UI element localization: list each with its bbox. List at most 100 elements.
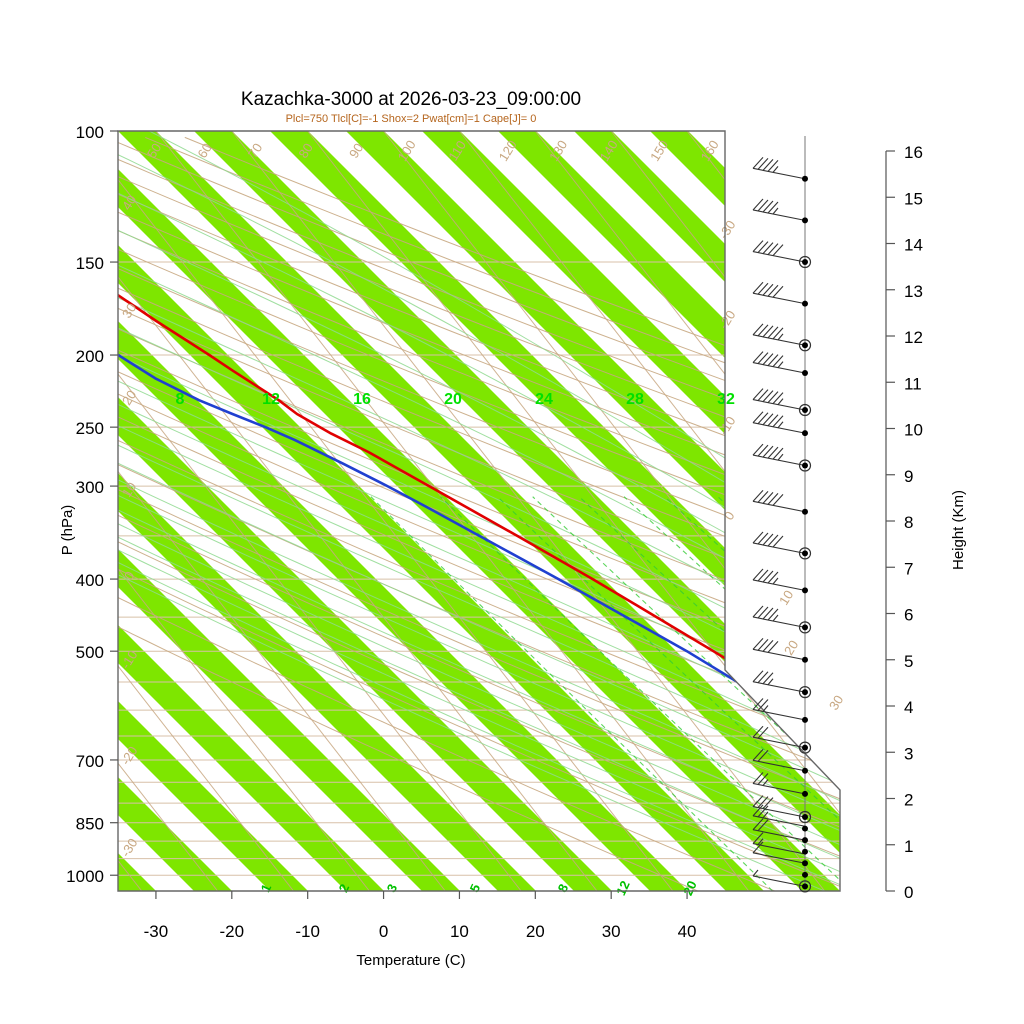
barb-level-dot	[802, 837, 808, 844]
isotherm	[383, 131, 840, 891]
x-tick-label: 20	[526, 922, 545, 941]
temperature-axis: -30 -20 -10 0 10 20 30 40	[144, 891, 697, 941]
grid-label: 50	[144, 141, 164, 161]
moist-adiabat	[118, 131, 840, 891]
moist-adiabat	[118, 131, 840, 891]
dry-adiabat	[118, 136, 840, 891]
wind-barb	[752, 869, 806, 887]
barb-level-ring	[798, 547, 812, 560]
barb-level-dot	[802, 462, 808, 469]
grid-label: 30	[826, 693, 846, 713]
y-tick-label: 100	[76, 123, 104, 142]
mixing-ratio-line	[578, 496, 840, 891]
y-tick-label: 850	[76, 815, 104, 834]
barb-level-dot	[802, 848, 808, 855]
indices-subtitle: Plcl=750 Tlcl[C]=-1 Shox=2 Pwat[cm]=1 Ca…	[286, 113, 537, 125]
y-axis-label: P (hPa)	[59, 505, 76, 556]
y-tick-label: 700	[76, 752, 104, 771]
dry-adiabat	[118, 136, 840, 891]
y-tick-label: 300	[76, 478, 104, 497]
barb-level-dot	[802, 883, 808, 890]
barb-level-dot	[802, 825, 808, 832]
barb-level-dot	[802, 871, 808, 878]
barb-level-dot	[802, 767, 808, 774]
grid-label: 8	[176, 391, 185, 408]
barb-level-ring	[798, 255, 812, 269]
wind-barb	[752, 240, 806, 263]
shading-band	[118, 131, 688, 891]
barb-level-dot	[802, 342, 808, 349]
isotherm	[686, 131, 840, 891]
isotherm	[118, 131, 294, 891]
sounding-curves	[118, 166, 840, 821]
barb-level-dot	[802, 587, 808, 594]
dry-adiabat	[118, 136, 840, 891]
grid-label: -30	[118, 836, 141, 860]
height-tick-label: 0	[904, 883, 913, 902]
shading-band	[270, 131, 840, 891]
barb-level-ring	[798, 686, 812, 699]
dry-adiabat	[118, 136, 840, 891]
barb-level-dot	[802, 860, 808, 867]
isotherm	[610, 131, 840, 891]
wind-barb	[752, 156, 806, 180]
x-tick-label: 40	[678, 922, 697, 941]
barb-level-dot	[802, 814, 808, 820]
moist-adiabat	[118, 131, 840, 891]
shading-band	[118, 131, 840, 891]
shading-band	[118, 131, 612, 891]
moist-adiabat	[118, 131, 825, 891]
wind-barb	[752, 670, 806, 693]
height-tick-label: 16	[904, 143, 923, 162]
x-tick-label: 30	[602, 922, 621, 941]
barb-level-dot	[802, 744, 808, 751]
moist-adiabat-lines	[118, 131, 840, 891]
moist-adiabat	[118, 131, 840, 891]
dry-adiabat	[118, 136, 840, 891]
pressure-axis: 1000 850 700 500 400 300 250 200 150 100	[66, 123, 118, 886]
barb-level-ring	[798, 459, 812, 472]
shading-band	[118, 131, 840, 891]
isotherm	[838, 131, 840, 891]
sounding-temperature-curve	[118, 166, 840, 821]
barb-level-ring	[798, 339, 812, 352]
barb-level-dot	[802, 175, 808, 182]
height-tick-label: 11	[904, 374, 922, 393]
x-tick-label: -30	[144, 922, 169, 941]
wind-barb	[752, 772, 806, 795]
grid-label: 0	[721, 509, 738, 523]
dry-adiabat	[118, 136, 840, 891]
grid-label: 90	[346, 141, 366, 161]
y-tick-label: 500	[76, 643, 104, 662]
height-tick-label: 14	[904, 236, 923, 255]
grid-label: 5	[467, 882, 484, 895]
grid-label: -30	[716, 218, 739, 242]
grid-label: 20	[680, 878, 700, 897]
dry-adiabat	[118, 136, 840, 891]
moist-adiabat	[118, 131, 840, 891]
moist-adiabat	[118, 131, 840, 891]
grid-label: 80	[295, 141, 315, 161]
wind-barb	[752, 198, 806, 221]
grid-label: 32	[717, 391, 735, 408]
height-tick-label: 5	[904, 652, 913, 671]
dry-adiabat	[118, 136, 840, 891]
barb-level-ring	[798, 810, 812, 824]
height-axis-label: Height (Km)	[950, 490, 967, 570]
height-tick-label: 1	[904, 837, 913, 856]
mixing-ratio-line	[761, 496, 840, 891]
y-tick-label: 150	[76, 254, 104, 273]
humidity-shading-bands	[118, 131, 840, 891]
wind-barb	[752, 725, 806, 749]
grid-label: 20	[444, 391, 462, 408]
barb-level-dot	[802, 550, 808, 557]
isotherm	[118, 131, 219, 891]
shading-band	[118, 131, 384, 891]
wind-barb	[752, 531, 806, 554]
shading-band	[118, 131, 764, 891]
mixing-ratio-line	[497, 496, 840, 891]
isotherm	[118, 131, 674, 891]
isotherm	[118, 131, 446, 891]
grid-label: 12	[613, 878, 633, 897]
